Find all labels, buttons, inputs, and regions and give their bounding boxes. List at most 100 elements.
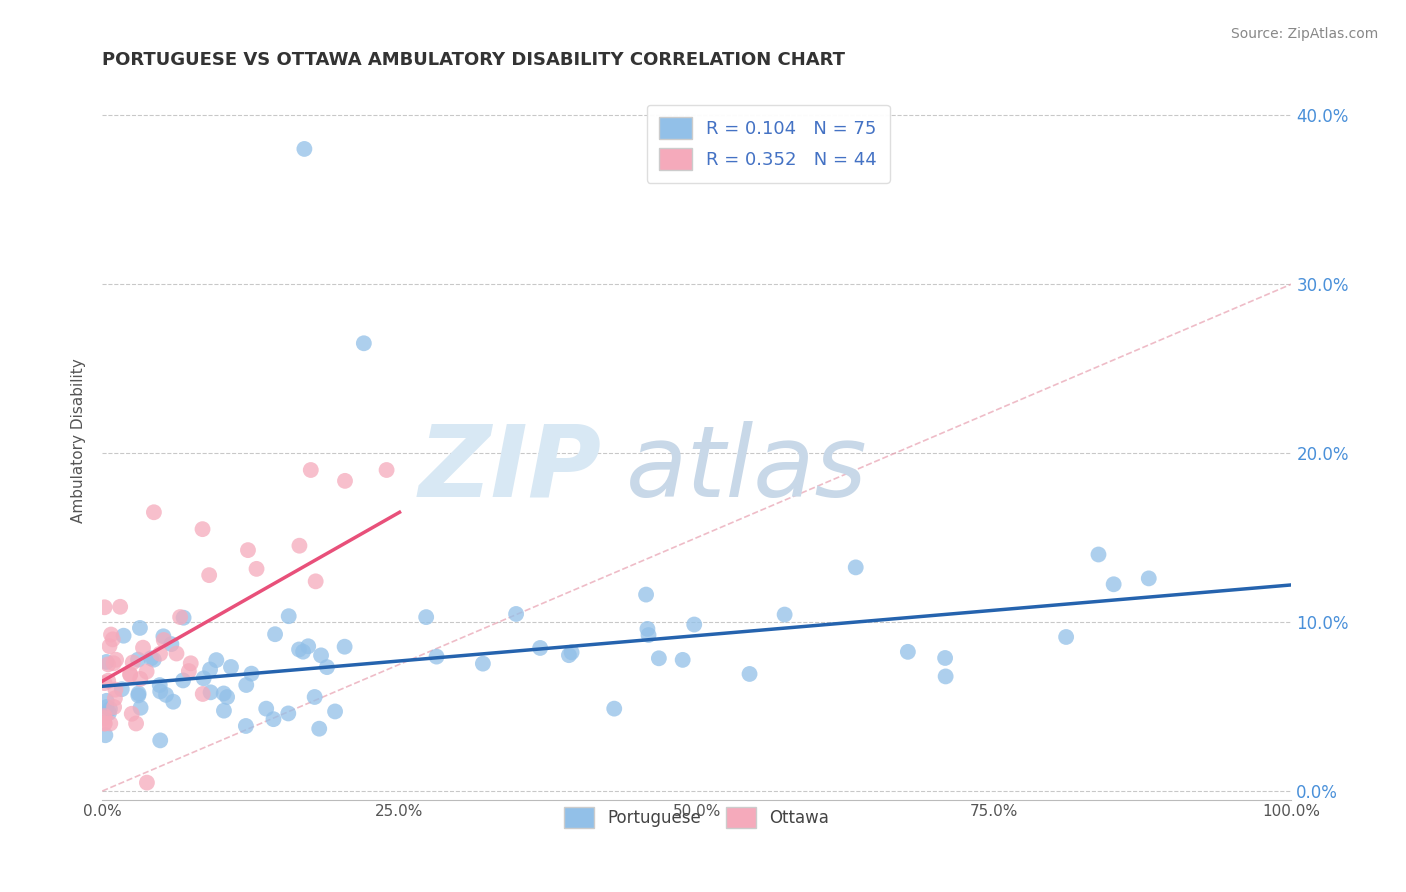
- Point: [292, 645, 315, 659]
- Point: [200, 685, 222, 699]
- Point: [304, 690, 326, 704]
- Point: [277, 706, 299, 721]
- Point: [160, 637, 183, 651]
- Point: [93, 716, 115, 731]
- Point: [97, 673, 120, 688]
- Point: [212, 686, 235, 700]
- Point: [96, 694, 118, 708]
- Point: [217, 690, 239, 704]
- Point: [132, 640, 155, 655]
- Point: [198, 663, 221, 677]
- Point: [1102, 577, 1125, 591]
- Point: [127, 653, 149, 667]
- Point: [415, 610, 437, 624]
- Point: [561, 645, 583, 659]
- Point: [139, 651, 162, 665]
- Point: [558, 648, 581, 662]
- Point: [98, 706, 121, 720]
- Point: [672, 653, 695, 667]
- Point: [129, 672, 152, 686]
- Point: [529, 640, 551, 655]
- Point: [125, 716, 148, 731]
- Point: [120, 667, 142, 681]
- Legend: Portuguese, Ottawa: Portuguese, Ottawa: [558, 801, 837, 834]
- Point: [277, 609, 299, 624]
- Point: [245, 562, 267, 576]
- Point: [471, 657, 494, 671]
- Point: [112, 629, 135, 643]
- Point: [263, 712, 285, 726]
- Point: [103, 700, 125, 714]
- Text: Source: ZipAtlas.com: Source: ZipAtlas.com: [1230, 27, 1378, 41]
- Text: PORTUGUESE VS OTTAWA AMBULATORY DISABILITY CORRELATION CHART: PORTUGUESE VS OTTAWA AMBULATORY DISABILI…: [103, 51, 845, 69]
- Point: [98, 702, 121, 716]
- Point: [375, 463, 398, 477]
- Point: [120, 668, 142, 682]
- Point: [636, 588, 658, 602]
- Point: [897, 645, 920, 659]
- Point: [142, 653, 165, 667]
- Point: [235, 719, 257, 733]
- Point: [738, 667, 761, 681]
- Point: [162, 695, 184, 709]
- Point: [305, 574, 328, 589]
- Point: [297, 640, 319, 654]
- Point: [104, 691, 127, 706]
- Point: [1087, 548, 1109, 562]
- Point: [152, 633, 174, 648]
- Point: [101, 632, 124, 647]
- Point: [934, 651, 956, 665]
- Point: [333, 474, 356, 488]
- Point: [288, 539, 311, 553]
- Point: [425, 649, 447, 664]
- Point: [636, 622, 658, 636]
- Point: [152, 629, 174, 643]
- Point: [353, 336, 375, 351]
- Point: [96, 655, 118, 669]
- Point: [603, 701, 626, 715]
- Point: [773, 607, 796, 622]
- Point: [309, 648, 332, 663]
- Point: [212, 704, 235, 718]
- Point: [169, 610, 191, 624]
- Point: [198, 568, 221, 582]
- Point: [108, 599, 131, 614]
- Point: [149, 678, 172, 692]
- Point: [98, 639, 121, 653]
- Point: [127, 689, 149, 703]
- Point: [173, 610, 195, 624]
- Point: [648, 651, 671, 665]
- Point: [128, 686, 150, 700]
- Point: [121, 706, 143, 721]
- Point: [121, 656, 143, 670]
- Point: [93, 676, 115, 690]
- Point: [135, 775, 157, 789]
- Point: [316, 660, 339, 674]
- Point: [135, 665, 157, 679]
- Point: [683, 617, 706, 632]
- Point: [93, 711, 115, 725]
- Point: [236, 543, 259, 558]
- Text: atlas: atlas: [626, 421, 868, 517]
- Point: [111, 682, 134, 697]
- Point: [155, 688, 177, 702]
- Point: [93, 709, 115, 723]
- Point: [149, 684, 172, 698]
- Point: [1137, 571, 1160, 585]
- Y-axis label: Ambulatory Disability: Ambulatory Disability: [72, 358, 86, 523]
- Point: [166, 647, 188, 661]
- Point: [149, 733, 172, 747]
- Point: [637, 628, 659, 642]
- Point: [142, 505, 165, 519]
- Point: [299, 463, 322, 477]
- Point: [93, 600, 115, 615]
- Point: [193, 671, 215, 685]
- Point: [935, 669, 957, 683]
- Point: [845, 560, 868, 574]
- Point: [191, 522, 214, 536]
- Point: [323, 705, 346, 719]
- Point: [129, 621, 152, 635]
- Point: [240, 666, 263, 681]
- Point: [96, 700, 118, 714]
- Point: [177, 664, 200, 678]
